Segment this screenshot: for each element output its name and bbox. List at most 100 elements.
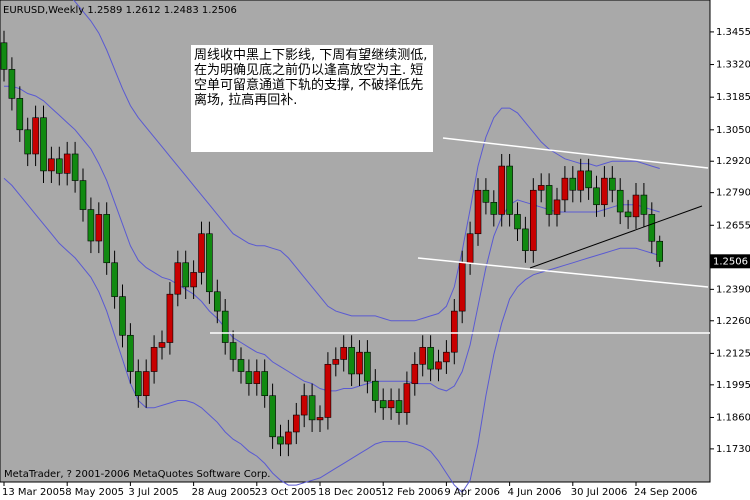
candle-body xyxy=(482,189,490,203)
candle-body xyxy=(403,383,411,413)
candle-body xyxy=(103,214,110,264)
candle-body xyxy=(292,414,300,433)
candle-body xyxy=(182,262,189,288)
candle-body xyxy=(229,342,237,360)
y-tick-label: 1.1860 xyxy=(716,412,750,423)
candle-body xyxy=(198,233,205,273)
candle-body xyxy=(348,347,355,375)
candle-body xyxy=(553,199,561,215)
candle-body xyxy=(245,371,253,384)
candle-body xyxy=(135,371,142,397)
candle-body xyxy=(190,272,197,288)
candle-body xyxy=(371,380,379,401)
candle-body xyxy=(332,359,340,365)
candle-body xyxy=(537,185,545,191)
candle-body xyxy=(261,371,269,397)
trend-line xyxy=(529,205,703,269)
candle-body xyxy=(648,214,656,242)
candle-body xyxy=(569,177,577,191)
last-price-label: 1.2506 xyxy=(713,256,748,267)
x-tick-label: 13 Mar 2005 xyxy=(2,487,65,498)
last-price-box xyxy=(710,254,750,269)
candle-body xyxy=(616,189,624,213)
candle-body xyxy=(253,371,261,384)
annotation: 周线收中黑上下影线, 下周有望继续测低, 在为明确见底之前仍以逢高放空为主. 短… xyxy=(191,45,433,152)
candle-body xyxy=(466,233,474,264)
x-tick-label: 24 Sep 2006 xyxy=(634,487,697,498)
candle-body xyxy=(0,42,8,70)
candle-body xyxy=(364,351,371,382)
candle-body xyxy=(95,214,103,242)
candle-body xyxy=(316,417,324,421)
candle-body xyxy=(127,334,134,372)
candle-body xyxy=(640,194,648,215)
candle-body xyxy=(71,153,79,181)
chart-title: EURUSD,Weekly 1.2589 1.2612 1.2483 1.250… xyxy=(3,5,237,16)
candle-body xyxy=(545,185,553,215)
y-tick-label: 1.1995 xyxy=(716,380,750,391)
candle-body xyxy=(63,153,71,174)
y-tick-label: 1.3050 xyxy=(716,125,750,136)
candle-body xyxy=(577,170,585,191)
candle-body xyxy=(443,351,450,363)
candle-body xyxy=(601,177,608,206)
candle-body xyxy=(79,180,87,210)
candle-body xyxy=(166,293,174,343)
candle-body xyxy=(40,117,47,172)
candle-body xyxy=(87,209,95,242)
candle-body xyxy=(529,189,537,251)
candle-body xyxy=(142,371,150,397)
candle-body xyxy=(561,177,569,201)
candle-body xyxy=(624,211,632,218)
candle-body xyxy=(498,165,506,215)
x-tick-label: 18 Dec 2005 xyxy=(318,487,382,498)
candle-body xyxy=(300,395,308,416)
candle-body xyxy=(221,310,229,343)
candle-body xyxy=(16,98,24,131)
y-tick-label: 1.2655 xyxy=(716,220,750,231)
y-tick-label: 1.1730 xyxy=(716,444,750,455)
x-tick-label: 4 Jun 2006 xyxy=(508,487,562,498)
candle-body xyxy=(32,117,39,155)
candle-body xyxy=(48,158,55,172)
candle-body xyxy=(111,262,118,297)
y-tick-label: 1.2125 xyxy=(716,348,750,359)
footer: MetaTrader, ? 2001-2006 MetaQuotes Softw… xyxy=(4,469,270,480)
marks xyxy=(0,0,664,494)
candle-body xyxy=(632,194,640,218)
y-tick-label: 1.2920 xyxy=(716,156,750,167)
candle-body xyxy=(395,400,403,413)
x-tick-label: 28 Aug 2005 xyxy=(192,487,256,498)
candle-body xyxy=(356,351,363,375)
candle-body xyxy=(427,347,434,370)
candle-body xyxy=(593,187,600,206)
candle-body xyxy=(119,296,126,336)
x-tick-label: 9 Apr 2006 xyxy=(444,487,499,498)
candle-body xyxy=(8,69,16,99)
x-tick-label: 3 Jul 2005 xyxy=(128,487,178,498)
channel-upper xyxy=(442,137,709,169)
candle-body xyxy=(411,363,419,384)
candle-body xyxy=(158,342,166,348)
x-tick-label: 8 May 2005 xyxy=(65,487,124,498)
candle-body xyxy=(450,310,458,353)
candle-body xyxy=(206,233,213,293)
candle-body xyxy=(522,228,529,251)
y-tick-label: 1.3185 xyxy=(716,92,750,103)
candle-body xyxy=(214,291,221,312)
candle-body xyxy=(237,359,245,372)
x-tick-label: 30 Jul 2006 xyxy=(571,487,628,498)
candle-body xyxy=(308,395,316,421)
channel-lower xyxy=(417,257,709,288)
candle-body xyxy=(514,214,521,230)
candle-body xyxy=(269,395,276,438)
x-tick-label: 12 Feb 2006 xyxy=(381,487,443,498)
candle-body xyxy=(324,363,332,418)
y-tick-label: 1.3320 xyxy=(716,60,750,71)
candle-body xyxy=(24,129,32,155)
candle-body xyxy=(174,262,182,295)
candle-body xyxy=(55,158,63,174)
y-tick-label: 1.2790 xyxy=(716,188,750,199)
